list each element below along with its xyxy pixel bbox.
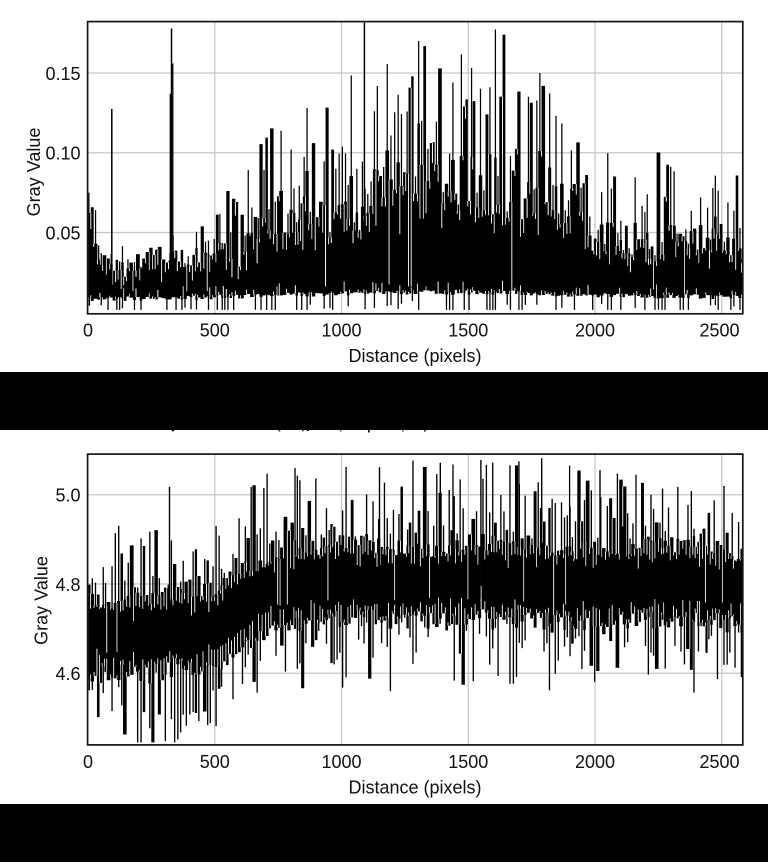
svg-text:2000: 2000 bbox=[575, 752, 615, 772]
svg-text:4.8: 4.8 bbox=[55, 575, 80, 595]
svg-text:0.05: 0.05 bbox=[45, 223, 80, 243]
svg-text:0.10: 0.10 bbox=[45, 144, 80, 164]
svg-text:0: 0 bbox=[83, 752, 93, 772]
svg-text:500: 500 bbox=[200, 321, 230, 341]
svg-text:0: 0 bbox=[83, 321, 93, 341]
svg-text:4.6: 4.6 bbox=[55, 664, 80, 684]
svg-text:Gray Value: Gray Value bbox=[24, 128, 44, 217]
svg-text:2500: 2500 bbox=[699, 321, 739, 341]
svg-text:Distance (pixels): Distance (pixels) bbox=[348, 346, 481, 366]
svg-text:1500: 1500 bbox=[448, 321, 488, 341]
svg-text:2500: 2500 bbox=[699, 752, 739, 772]
svg-text:5.0: 5.0 bbox=[55, 486, 80, 506]
svg-text:1500: 1500 bbox=[448, 752, 488, 772]
svg-text:2000: 2000 bbox=[575, 321, 615, 341]
svg-text:500: 500 bbox=[200, 752, 230, 772]
svg-text:1000: 1000 bbox=[321, 321, 361, 341]
svg-text:1000: 1000 bbox=[321, 752, 361, 772]
svg-text:Distance (pixels): Distance (pixels) bbox=[348, 778, 481, 798]
svg-text:Gray Value: Gray Value bbox=[31, 556, 51, 645]
svg-text:0.15: 0.15 bbox=[45, 64, 80, 84]
